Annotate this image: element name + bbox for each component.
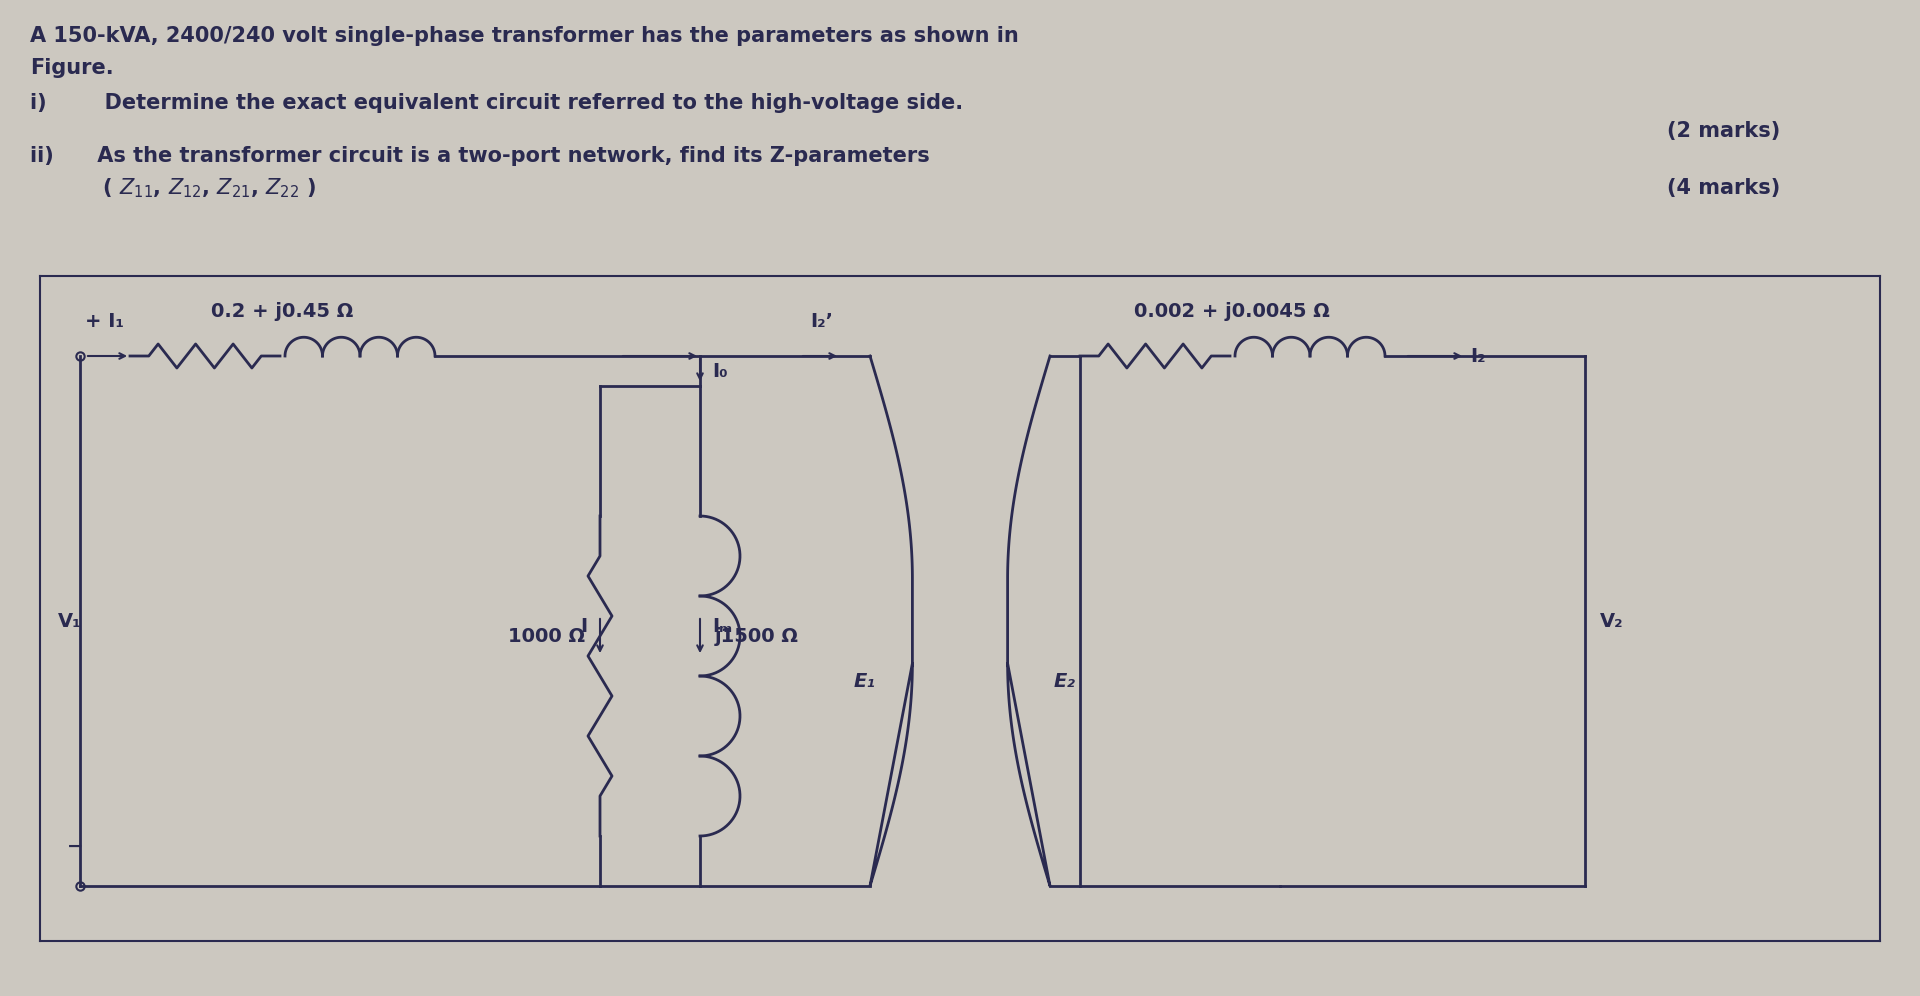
Text: ii)      As the transformer circuit is a two-port network, find its Z-parameters: ii) As the transformer circuit is a two-… (31, 146, 929, 166)
Text: I⁣: I⁣ (582, 617, 588, 635)
Text: ( $Z_{11}$, $Z_{12}$, $Z_{21}$, $Z_{22}$ ): ( $Z_{11}$, $Z_{12}$, $Z_{21}$, $Z_{22}$… (31, 176, 317, 200)
Text: E₂: E₂ (1054, 671, 1075, 690)
Text: 0.2 + j0.45 Ω: 0.2 + j0.45 Ω (211, 302, 353, 321)
Text: + I₁: + I₁ (84, 312, 125, 331)
Text: A 150-kVA, 2400/240 volt single-phase transformer has the parameters as shown in: A 150-kVA, 2400/240 volt single-phase tr… (31, 26, 1020, 46)
Text: E₁: E₁ (854, 671, 876, 690)
Text: Iₘ: Iₘ (712, 617, 732, 635)
Text: I₂’: I₂’ (810, 312, 833, 331)
Text: (2 marks): (2 marks) (1667, 121, 1780, 141)
Text: I₀: I₀ (712, 362, 728, 380)
Text: I₂: I₂ (1471, 347, 1486, 366)
Text: (4 marks): (4 marks) (1667, 178, 1780, 198)
Text: 1000 Ω: 1000 Ω (509, 626, 586, 645)
Text: V₁: V₁ (58, 612, 83, 630)
Text: j1500 Ω: j1500 Ω (714, 626, 799, 645)
Text: 0.002 + j0.0045 Ω: 0.002 + j0.0045 Ω (1135, 302, 1331, 321)
Text: i)        Determine the exact equivalent circuit referred to the high-voltage si: i) Determine the exact equivalent circui… (31, 93, 964, 113)
Text: Figure.: Figure. (31, 58, 113, 78)
Text: −: − (67, 837, 83, 856)
Text: V₂: V₂ (1599, 612, 1624, 630)
